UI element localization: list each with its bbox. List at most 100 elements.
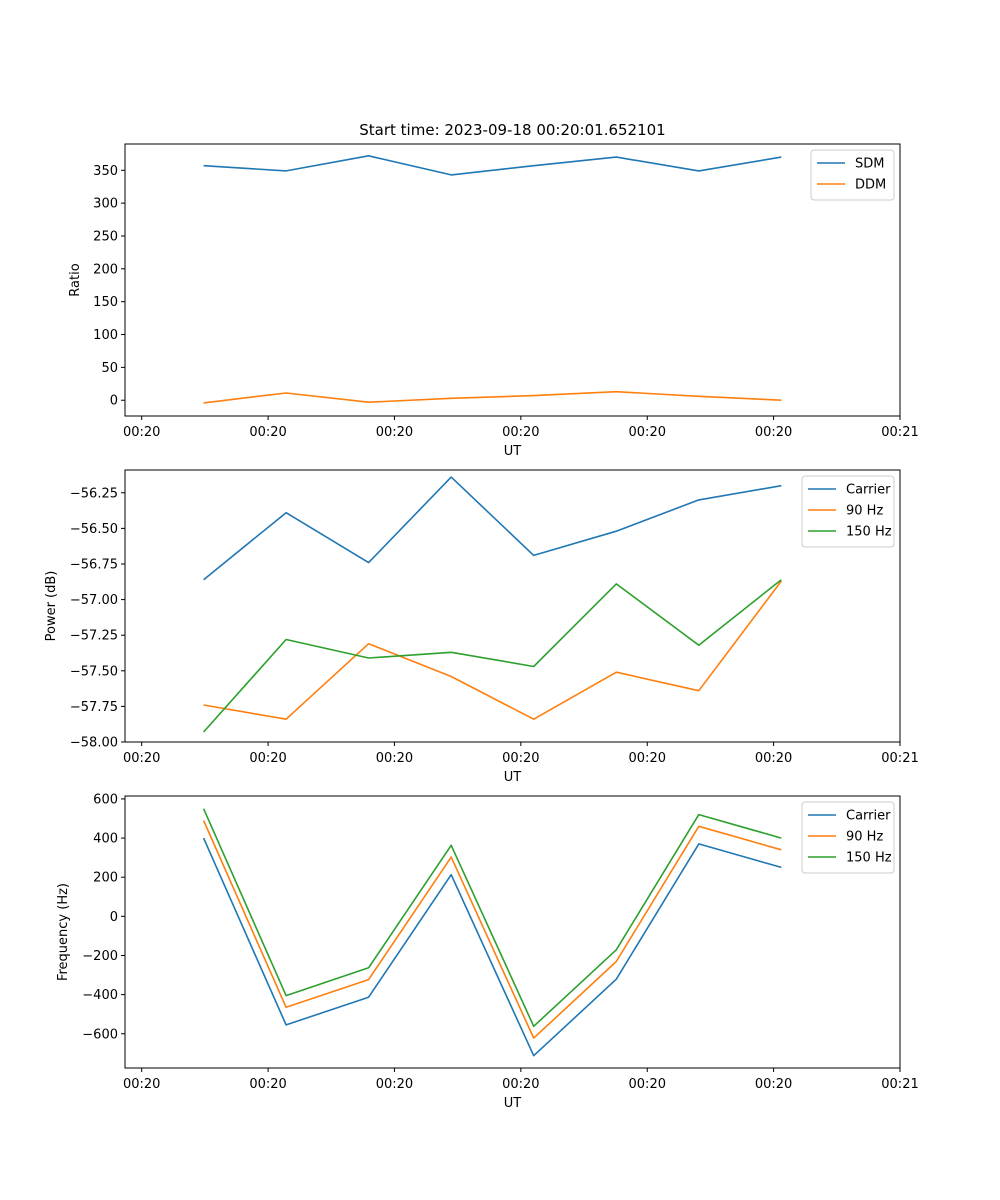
chart-title: Start time: 2023-09-18 00:20:01.652101 — [359, 121, 665, 139]
power-legend: Carrier 90 Hz 150 Hz — [801, 475, 895, 548]
ratio-y-tick: 350 — [93, 164, 125, 179]
ratio-legend-label-sdm: SDM — [855, 157, 884, 172]
frequency-x-tick: 00:20 — [629, 1068, 666, 1092]
frequency-y-tick: 600 — [93, 792, 125, 807]
ratio-y-tick: 300 — [93, 197, 125, 212]
power-y-tick-label: −57.50 — [70, 664, 118, 679]
frequency-series-carrier-line — [202, 837, 782, 1057]
ratio-y-tick-label: 250 — [93, 229, 118, 244]
power-x-tick: 00:20 — [755, 742, 792, 766]
ratio-x-tick: 00:20 — [376, 416, 413, 440]
frequency-x-tick: 00:21 — [881, 1068, 919, 1092]
frequency-y-tick: 400 — [93, 832, 125, 847]
frequency-series-150-hz-line — [202, 808, 782, 1028]
power-x-tick: 00:21 — [881, 742, 919, 766]
ratio-y-tick: 150 — [93, 295, 125, 310]
ratio-y-tick: 200 — [93, 262, 125, 277]
frequency-x-tick: 00:20 — [755, 1068, 792, 1092]
ratio-x-tick-label: 00:20 — [755, 425, 792, 440]
ratio-x-tick-label: 00:20 — [629, 425, 666, 440]
frequency-x-tick-label: 00:20 — [502, 1077, 539, 1092]
ratio-x-tick-label: 00:20 — [249, 425, 286, 440]
frequency-y-tick: 200 — [93, 871, 125, 886]
power-x-tick: 00:20 — [502, 742, 540, 766]
frequency-x-tick: 00:20 — [376, 1068, 413, 1092]
frequency-legend-label-90-hz: 90 Hz — [846, 830, 883, 845]
ratio-y-tick-label: 0 — [110, 394, 118, 409]
frequency-x-tick: 00:20 — [123, 1068, 160, 1092]
ratio-x-tick: 00:20 — [123, 416, 160, 440]
ratio-axes-frame — [124, 143, 901, 417]
power-series-carrier-line — [203, 476, 782, 581]
power-y-tick: −56.75 — [70, 557, 125, 572]
ratio-y-tick: 100 — [93, 328, 125, 343]
frequency-x-tick-label: 00:20 — [629, 1077, 666, 1092]
frequency-legend-label-150-hz: 150 Hz — [846, 851, 892, 866]
power-x-tick-label: 00:21 — [881, 751, 918, 766]
ratio-y-tick-label: 150 — [93, 295, 118, 310]
ratio-y-tick-label: 300 — [93, 197, 118, 212]
ratio-series-ddm-line — [203, 390, 782, 404]
power-x-tick: 00:20 — [629, 742, 666, 766]
ratio-x-tick: 00:20 — [502, 416, 540, 440]
ratio-x-tick: 00:21 — [881, 416, 919, 440]
power-x-axis-label: UT — [504, 770, 522, 785]
ratio-x-tick: 00:20 — [629, 416, 666, 440]
power-y-axis-label: Power (dB) — [44, 571, 59, 642]
frequency-x-tick-label: 00:20 — [123, 1077, 160, 1092]
power-legend-label-150-hz: 150 Hz — [846, 525, 892, 540]
frequency-x-tick: 00:20 — [249, 1068, 287, 1092]
frequency-x-tick: 00:20 — [502, 1068, 540, 1092]
frequency-x-axis-label: UT — [504, 1096, 522, 1111]
frequency-legend-label-carrier: Carrier — [846, 809, 891, 824]
frequency-legend-box — [801, 801, 895, 874]
ratio-series-sdm-line — [203, 155, 782, 176]
frequency-y-tick-label: −600 — [82, 1027, 118, 1042]
frequency-axes-frame — [124, 795, 901, 1069]
frequency-y-tick-label: 400 — [93, 832, 118, 847]
ratio-x-tick: 00:20 — [249, 416, 287, 440]
ratio-y-tick-label: 100 — [93, 328, 118, 343]
frequency-y-tick: −400 — [82, 988, 125, 1003]
ratio-y-tick-label: 200 — [93, 262, 118, 277]
power-y-tick: −57.75 — [70, 700, 125, 715]
ratio-y-tick: 250 — [93, 229, 125, 244]
frequency-y-axis-label: Frequency (Hz) — [56, 883, 71, 981]
frequency-x-tick-label: 00:21 — [881, 1077, 918, 1092]
power-panel: 00:20 00:20 00:20 00:20 00:20 00:20 00:21 −58.0… — [44, 469, 919, 785]
ratio-y-tick: 50 — [101, 361, 125, 376]
frequency-y-tick-label: 200 — [93, 871, 118, 886]
power-y-tick: −57.00 — [70, 593, 125, 608]
frequency-panel: 00:20 00:20 00:20 00:20 00:20 00:20 00:21 −600 −… — [56, 792, 919, 1111]
power-y-tick-label: −56.50 — [70, 522, 118, 537]
power-x-tick-label: 00:20 — [755, 751, 792, 766]
power-y-tick-label: −58.00 — [70, 736, 118, 751]
power-x-tick: 00:20 — [123, 742, 160, 766]
frequency-series-90-hz-line — [202, 820, 782, 1039]
frequency-y-tick-label: −400 — [82, 988, 118, 1003]
ratio-x-tick-label: 00:21 — [881, 425, 918, 440]
ratio-legend: SDM DDM — [810, 149, 895, 201]
power-y-tick-label: −56.75 — [70, 557, 118, 572]
power-legend-label-90-hz: 90 Hz — [846, 504, 883, 519]
ratio-x-tick-label: 00:20 — [376, 425, 413, 440]
frequency-x-tick-label: 00:20 — [249, 1077, 286, 1092]
power-legend-label-carrier: Carrier — [846, 483, 891, 498]
frequency-y-tick-label: 0 — [110, 910, 118, 925]
power-y-tick: −56.50 — [70, 522, 125, 537]
frequency-x-tick-label: 00:20 — [755, 1077, 792, 1092]
ratio-y-tick: 0 — [110, 394, 125, 409]
power-y-tick: −57.25 — [70, 629, 125, 644]
power-legend-box — [801, 475, 895, 548]
power-series-90-hz-line — [203, 580, 782, 721]
ratio-x-tick: 00:20 — [755, 416, 792, 440]
power-y-tick-label: −57.75 — [70, 700, 118, 715]
frequency-y-tick: −200 — [82, 949, 125, 964]
frequency-y-tick: −600 — [82, 1027, 125, 1042]
ratio-x-axis-label: UT — [504, 444, 522, 459]
ratio-y-axis-label: Ratio — [68, 263, 83, 296]
frequency-x-tick-label: 00:20 — [376, 1077, 413, 1092]
power-y-tick-label: −57.25 — [70, 629, 118, 644]
power-series-150-hz-line — [203, 579, 782, 733]
